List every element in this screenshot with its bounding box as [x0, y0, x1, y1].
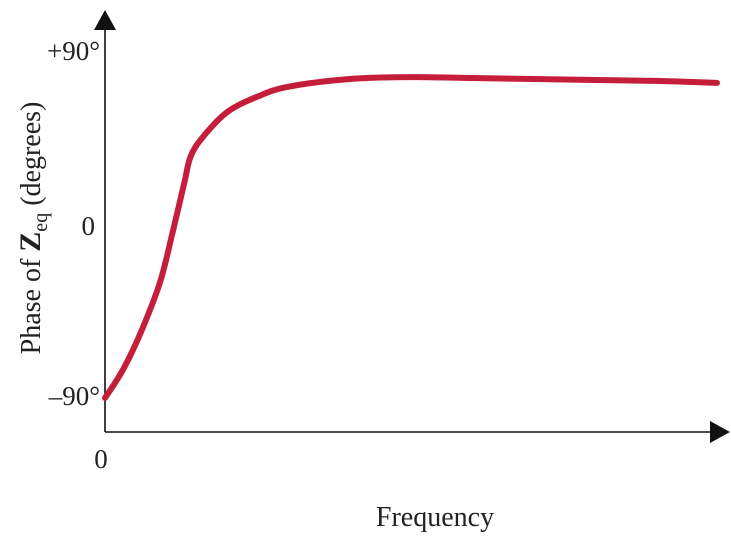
x-tick-label-zero: 0	[94, 444, 108, 474]
y-axis-title-prefix: Phase of	[16, 252, 47, 355]
y-tick-label-minus90: –90°	[48, 381, 100, 411]
y-axis-title-symbol: Z	[14, 232, 47, 252]
y-axis-arrow	[94, 10, 116, 30]
y-tick-label-plus90: +90°	[47, 36, 100, 66]
x-axis-arrow	[710, 421, 730, 443]
y-axis-title-suffix: (degrees)	[16, 102, 47, 213]
x-axis-title: Frequency	[376, 502, 494, 533]
y-axis-title-subscript: eq	[30, 213, 52, 232]
phase-curve	[102, 74, 720, 401]
y-tick-label-zero: 0	[82, 211, 96, 241]
y-axis-title: Phase of Zeq (degrees)	[14, 102, 52, 355]
